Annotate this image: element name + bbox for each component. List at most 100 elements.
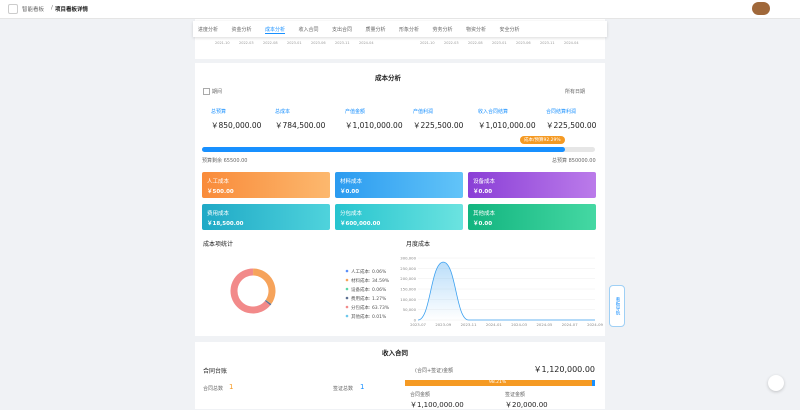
tab-bar: 进度分析 资金分析 成本分析 收入合同 支出合同 质量分析 形象分析 劳务分析 物资分析 安全分析 xyxy=(193,21,607,37)
income-ratio: 98.21% xyxy=(489,380,506,385)
income-panel: 收入合同 合同台账 合同总数 1 签证总数 1 (合同+签证)金额 ￥1,120… xyxy=(195,342,605,409)
axis-label: 2023-11 xyxy=(335,41,350,45)
card-title: 分包成本 xyxy=(340,209,362,217)
cost-card[interactable]: 设备成本￥0.00 xyxy=(468,172,596,198)
ledger-title: 合同台账 xyxy=(203,366,227,375)
pie-title: 成本项统计 xyxy=(203,239,233,248)
calendar-icon xyxy=(203,88,210,95)
breadcrumb-current: 项目看板详情 xyxy=(55,5,88,13)
nav-button[interactable]: 看板导航 xyxy=(609,285,625,327)
kpi-label: 总成本 xyxy=(275,108,290,115)
kpi-value: ￥1,010,000.00 xyxy=(478,120,536,131)
x-tick-label: 2024-01 xyxy=(486,322,502,327)
legend-dot xyxy=(346,288,349,291)
axis-label: 2024-04 xyxy=(359,41,374,45)
kpi-value: ￥1,010,000.00 xyxy=(345,120,403,131)
axis-label: 2023-01 xyxy=(492,41,507,45)
legend-dot xyxy=(346,306,349,309)
x-tick-label: 2024-07 xyxy=(562,322,578,327)
contract-amount-label: 合同金额 xyxy=(410,391,430,398)
card-value: ￥0.00 xyxy=(340,187,359,195)
charts: 人工成本: 0.06%材料成本: 34.59%设备成本: 0.06%费用成本: … xyxy=(195,248,605,336)
card-value: ￥0.00 xyxy=(473,219,492,227)
y-tick-label: 200,000 xyxy=(400,276,416,281)
total-label: (合同+签证)金额 xyxy=(415,367,453,374)
tab[interactable]: 支出合同 xyxy=(332,26,352,33)
card-title: 人工成本 xyxy=(207,177,229,185)
tab[interactable]: 物资分析 xyxy=(466,26,486,33)
y-tick-label: 250,000 xyxy=(400,266,416,271)
y-tick-label: 50,000 xyxy=(403,307,417,312)
kpi-label: 产值利润 xyxy=(413,108,433,115)
back-button[interactable] xyxy=(8,4,18,14)
axis-label: 2023-01 xyxy=(287,41,302,45)
top-bar: 智能看板 / 项目看板详情 xyxy=(0,0,800,19)
axis-label: 2023-06 xyxy=(311,41,326,45)
x-tick-label: 2023-07 xyxy=(410,322,426,327)
tab[interactable]: 进度分析 xyxy=(198,26,218,33)
period-label: 期间 xyxy=(212,88,222,95)
legend-label: 设备成本: 0.06% xyxy=(351,286,387,293)
avatar[interactable] xyxy=(752,2,770,15)
total-amount: ￥1,120,000.00 xyxy=(534,364,595,375)
remaining-label: 预算剩余 65500.00 xyxy=(202,157,247,164)
pie-segment xyxy=(268,302,269,303)
y-tick-label: 150,000 xyxy=(400,287,416,292)
ratio-badge: 成本/预算92.29% xyxy=(520,136,565,144)
axis-label: 2022-03 xyxy=(444,41,459,45)
y-tick-label: 300,000 xyxy=(400,256,416,261)
scroll-top-button[interactable] xyxy=(768,375,784,391)
axis-label: 2022-08 xyxy=(468,41,483,45)
cost-card[interactable]: 人工成本 ￥500.00 xyxy=(202,172,330,198)
x-tick-label: 2024-05 xyxy=(536,322,552,327)
visa-amount-label: 签证金额 xyxy=(505,391,525,398)
legend-dot xyxy=(346,315,349,318)
axis-label: 2023-06 xyxy=(516,41,531,45)
breadcrumb-separator: / xyxy=(51,5,53,11)
total-budget-label: 总预算 850000.00 xyxy=(552,157,596,164)
tab[interactable]: 劳务分析 xyxy=(433,26,453,33)
cost-card[interactable]: 材料成本 ￥0.00 xyxy=(335,172,463,198)
section-title: 成本分析 xyxy=(375,72,401,82)
tab[interactable]: 收入合同 xyxy=(299,26,319,33)
cost-card[interactable]: 分包成本￥600,000.00 xyxy=(335,204,463,230)
card-title: 费用成本 xyxy=(207,209,229,217)
card-title: 材料成本 xyxy=(340,177,362,185)
kpi-label: 产值金额 xyxy=(345,108,365,115)
date-filter[interactable]: 所有日期 xyxy=(565,88,585,95)
line-area xyxy=(418,262,595,320)
tab[interactable]: 质量分析 xyxy=(366,26,386,33)
line-title: 月度成本 xyxy=(406,239,430,248)
card-title: 其他成本 xyxy=(473,209,495,217)
tab[interactable]: 成本分析 xyxy=(265,26,285,34)
legend-dot xyxy=(346,279,349,282)
kpi-label: 总预算 xyxy=(211,108,226,115)
tab[interactable]: 资金分析 xyxy=(232,26,252,33)
x-tick-label: 2024-03 xyxy=(511,322,527,327)
progress-fill xyxy=(202,147,565,152)
x-tick-label: 2024-09 xyxy=(587,322,603,327)
legend-dot xyxy=(346,297,349,300)
contract-count: 1 xyxy=(229,383,233,391)
kpi-value: ￥225,500.00 xyxy=(413,120,463,131)
kpi-value: ￥784,500.00 xyxy=(275,120,325,131)
kpi-value: ￥850,000.00 xyxy=(211,120,261,131)
breadcrumb-home[interactable]: 智能看板 xyxy=(22,5,44,13)
y-tick-label: 100,000 xyxy=(400,297,416,302)
cost-card[interactable]: 其他成本 ￥0.00 xyxy=(468,204,596,230)
axis-label: 2024-04 xyxy=(564,41,579,45)
card-value: ￥500.00 xyxy=(207,187,234,195)
x-tick-label: 2023-09 xyxy=(435,322,451,327)
visa-count: 1 xyxy=(360,383,364,391)
section-title: 收入合同 xyxy=(382,347,408,357)
visa-count-label: 签证总数 xyxy=(333,385,353,392)
legend-label: 材料成本: 34.59% xyxy=(351,277,390,284)
progress-track xyxy=(202,147,595,152)
card-value: ￥18,500.00 xyxy=(207,219,243,227)
cost-card[interactable]: 费用成本 ￥18,500.00 xyxy=(202,204,330,230)
tab[interactable]: 安全分析 xyxy=(500,26,520,33)
pie-segment xyxy=(253,272,272,302)
cost-panel: 成本分析 期间 所有日期 成本/预算92.29% 预算剩余 65500.00 总… xyxy=(195,63,605,336)
tab[interactable]: 形象分析 xyxy=(399,26,419,33)
contract-count-label: 合同总数 xyxy=(203,385,223,392)
